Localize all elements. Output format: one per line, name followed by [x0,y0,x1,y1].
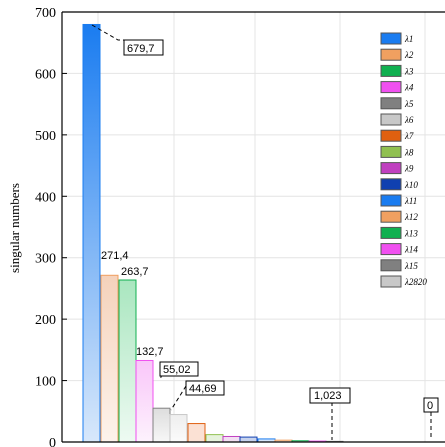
data-label-4: 132,7 [136,346,164,358]
legend-label-9: λ9 [404,164,414,174]
legend-swatch-5 [380,97,402,110]
legend-label-7: λ7 [404,131,414,141]
legend-swatch-9 [380,162,402,175]
legend-swatch-12 [380,210,402,223]
legend-label-2: λ2 [404,50,414,60]
legend-label-4: λ4 [404,83,414,93]
data-label-15: 1,023 [314,390,342,402]
legend-swatch-4 [380,81,402,94]
y-tick-label: 200 [35,313,56,328]
legend-label-15: λ15 [404,261,418,271]
data-label-16: 0 [427,400,433,412]
legend-label-10: λ10 [404,180,418,190]
legend-label-12: λ12 [404,212,418,222]
bar-8 [205,434,224,443]
legend-swatch-8 [380,145,402,158]
y-tick-label: 100 [35,375,56,390]
legend-swatch-2 [380,48,402,61]
label-box-1 [123,39,164,56]
legend-label-6: λ6 [404,115,414,125]
legend-swatch-11 [380,194,402,207]
y-tick-label: 700 [35,6,56,21]
legend-swatch-6 [380,113,402,126]
y-tick-label: 600 [35,67,56,82]
y-tick-label: 0 [49,436,56,447]
label-box-5 [159,361,199,377]
legend-swatch-15 [380,259,402,272]
data-label-5: 55,02 [163,364,191,376]
legend-swatch-10 [380,178,402,191]
label-box-15 [309,387,351,404]
axes: 0 100 200 300 400 500 600 700 [35,6,445,447]
legend-label-16: λ2820 [404,277,427,287]
legend-label-5: λ5 [404,99,414,109]
bar-9 [222,435,241,443]
bar-10 [239,436,258,443]
legend-label-13: λ13 [404,228,418,238]
y-tick-label: 300 [35,252,56,267]
label-box-16 [423,397,439,413]
legend-label-8: λ8 [404,147,414,157]
y-tick-label: 500 [35,129,56,144]
y-tick-label: 400 [35,190,56,205]
leader-6 [170,385,187,411]
y-axis-title: singular numbers [7,183,22,273]
legend-label-3: λ3 [404,66,414,76]
data-label-2: 271,4 [101,250,129,262]
data-label-3: 263,7 [121,266,149,278]
bar-1 [82,23,101,443]
bar-2 [100,274,119,443]
legend-label-11: λ11 [404,196,417,206]
legend-swatch-3 [380,64,402,77]
data-label-1: 679,7 [127,43,155,55]
data-label-6: 44,69 [189,383,217,395]
label-box-6 [185,380,225,396]
bar-7 [187,423,206,443]
legend-label-14: λ14 [404,245,418,255]
data-labels: 679,7 271,4 263,7 132,7 55,02 44,69 1,023 0 [101,39,439,413]
bar-6 [169,414,188,443]
bar-4 [135,359,154,443]
bar-5 [152,407,171,443]
legend-swatch-1 [380,32,402,45]
bar-3 [118,279,137,443]
legend-swatch-14 [380,243,402,256]
legend-swatch-13 [380,226,402,239]
legend-label-1: λ1 [404,34,413,44]
legend-swatch-7 [380,129,402,142]
legend-swatch-16 [380,275,402,288]
leader-1 [91,24,124,41]
legend: λ1 λ2 λ3 λ4 λ5 λ6 λ7 λ8 λ9 λ10 λ11 λ12 λ13 λ14 λ15 λ282… [380,32,427,288]
